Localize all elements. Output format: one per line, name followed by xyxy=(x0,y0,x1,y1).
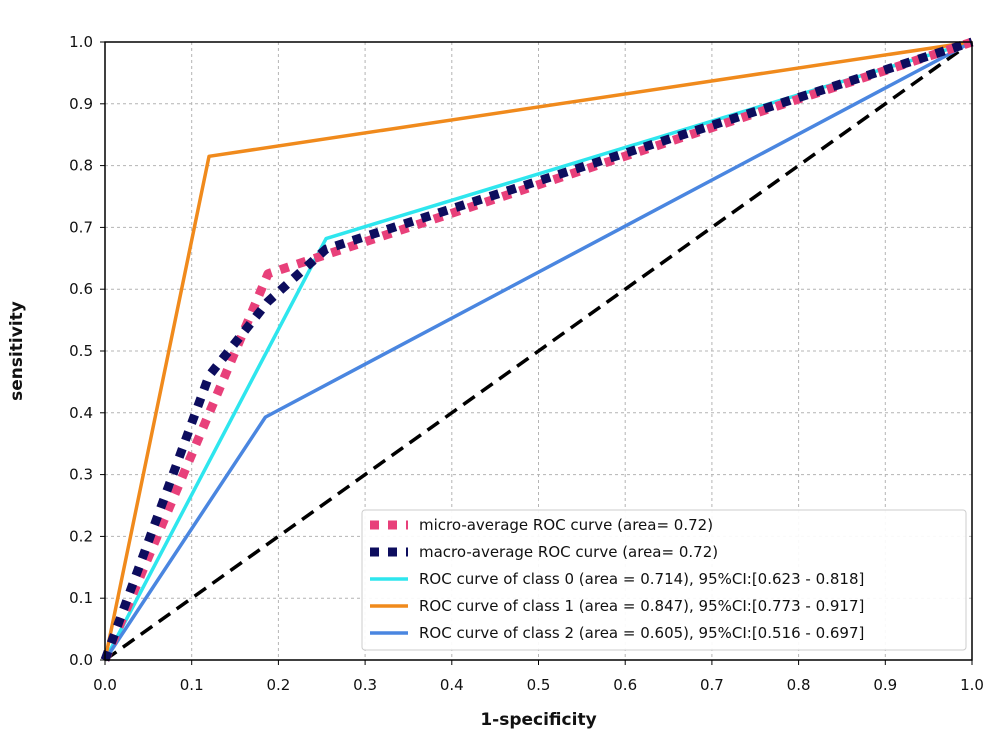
y-tick-label: 1.0 xyxy=(69,33,93,51)
legend-label: micro-average ROC curve (area= 0.72) xyxy=(419,516,713,534)
x-tick-label: 0.9 xyxy=(873,676,897,694)
series-line-2 xyxy=(103,40,973,661)
y-tick-label: 0.6 xyxy=(69,280,93,298)
legend-entry-2: ROC curve of class 0 (area = 0.714), 95%… xyxy=(370,570,864,588)
x-axis-title: 1-specificity xyxy=(480,710,596,730)
x-tick-label: 0.6 xyxy=(613,676,637,694)
y-tick-label: 0.5 xyxy=(69,342,93,360)
x-tick-label: 0.7 xyxy=(700,676,724,694)
x-tick-label: 0.1 xyxy=(180,676,204,694)
legend: micro-average ROC curve (area= 0.72) macr… xyxy=(361,509,967,651)
legend-label: macro-average ROC curve (area= 0.72) xyxy=(419,543,718,561)
y-axis-title: sensitivity xyxy=(7,301,27,401)
x-tick-label: 0.0 xyxy=(93,676,117,694)
reference-line-layer xyxy=(103,40,974,662)
legend-entry-3: ROC curve of class 1 (area = 0.847), 95%… xyxy=(370,597,864,615)
x-tick-label: 0.5 xyxy=(527,676,551,694)
series-line-0 xyxy=(100,37,974,662)
tick-layer: 0.0 0.1 0.2 0.3 0.4 0.5 0.6 0.7 0.8 0.9 1.0 0.0 0.1 0… xyxy=(69,33,984,694)
x-tick-label: 0.3 xyxy=(353,676,377,694)
x-tick-label: 1.0 xyxy=(960,676,984,694)
legend-label: ROC curve of class 0 (area = 0.714), 95%… xyxy=(419,570,864,588)
legend-entry-4: ROC curve of class 2 (area = 0.605), 95%… xyxy=(370,624,864,642)
legend-box xyxy=(361,509,967,651)
y-tick-label: 0.8 xyxy=(69,157,93,175)
y-tick-label: 0.9 xyxy=(69,95,93,113)
x-tick-label: 0.2 xyxy=(266,676,290,694)
series-line-3 xyxy=(103,40,973,661)
legend-label: ROC curve of class 2 (area = 0.605), 95%… xyxy=(419,624,864,642)
y-tick-label: 0.0 xyxy=(69,651,93,669)
y-tick-label: 0.3 xyxy=(69,466,93,484)
legend-label: ROC curve of class 1 (area = 0.847), 95%… xyxy=(419,597,864,615)
legend-entry-1: macro-average ROC curve (area= 0.72) xyxy=(370,543,718,561)
y-tick-label: 0.4 xyxy=(69,404,93,422)
series-layer xyxy=(100,37,974,662)
y-tick-label: 0.1 xyxy=(69,589,93,607)
y-tick-label: 0.7 xyxy=(69,218,93,236)
x-tick-label: 0.8 xyxy=(787,676,811,694)
x-tick-label: 0.4 xyxy=(440,676,464,694)
series-line-4 xyxy=(103,40,973,661)
legend-entry-0: micro-average ROC curve (area= 0.72) xyxy=(370,516,713,534)
chance-diagonal-line xyxy=(103,40,974,662)
series-line-1 xyxy=(100,37,974,662)
y-tick-label: 0.2 xyxy=(69,527,93,545)
